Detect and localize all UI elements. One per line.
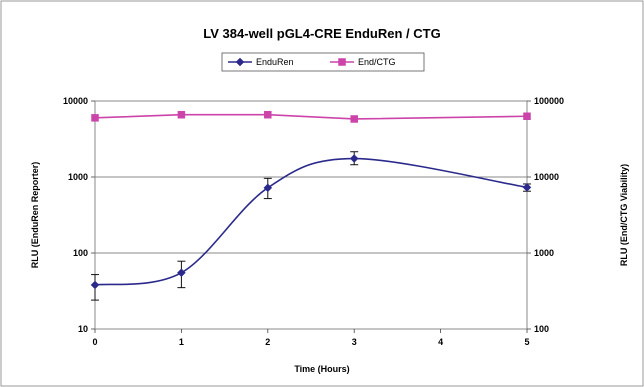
y2-tick-label: 100 — [534, 324, 549, 334]
data-point — [90, 280, 100, 290]
y-tick-label: 1000 — [68, 172, 88, 182]
legend-marker — [338, 58, 346, 66]
y-tick-label: 100 — [73, 248, 88, 258]
y-axis-label: RLU (EnduRen Reporter) — [30, 162, 40, 269]
legend: EnduRen End/CTG — [221, 52, 425, 72]
x-tick-label: 3 — [352, 337, 357, 347]
y-tick-label: 10 — [78, 324, 88, 334]
data-point — [263, 183, 273, 193]
y-tick-label: 10000 — [63, 96, 88, 106]
legend-marker — [235, 57, 245, 67]
data-point — [177, 110, 186, 119]
y2-tick-label: 100000 — [534, 96, 564, 106]
data-point — [349, 154, 359, 163]
legend-item: EnduRen — [228, 57, 294, 67]
data-point — [522, 183, 532, 192]
y2-axis-label: RLU (End/CTG Viability) — [619, 164, 629, 266]
legend-label: End/CTG — [358, 57, 396, 67]
data-point — [177, 268, 186, 278]
x-tick-label: 5 — [524, 337, 529, 347]
legend-box — [221, 52, 425, 72]
chart-title: LV 384-well pGL4-CRE EnduRen / CTG — [203, 26, 440, 41]
legend-item: End/CTG — [330, 57, 396, 67]
x-tick-label: 4 — [438, 337, 443, 347]
x-tick-label: 0 — [92, 337, 97, 347]
series-enduren — [90, 151, 532, 301]
y2-tick-label: 10000 — [534, 172, 559, 182]
data-point — [523, 112, 531, 121]
y2-tick-label: 1000 — [534, 248, 554, 258]
x-axis-label: Time (Hours) — [294, 364, 349, 374]
data-point — [350, 115, 358, 123]
legend-label: EnduRen — [256, 57, 294, 67]
series-end-ctg — [91, 110, 531, 123]
data-point — [91, 114, 99, 122]
x-tick-label: 2 — [265, 337, 270, 347]
data-point — [264, 110, 272, 119]
plot-area — [94, 100, 528, 330]
x-tick-label: 1 — [179, 337, 184, 347]
